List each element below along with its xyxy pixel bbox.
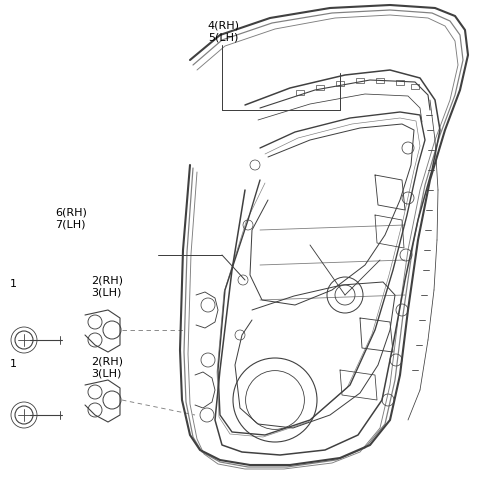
Bar [376,78,384,82]
Text: 1: 1 [10,359,17,369]
Text: 2(RH)
3(LH): 2(RH) 3(LH) [91,356,123,378]
Bar [336,80,344,85]
Text: 2(RH)
3(LH): 2(RH) 3(LH) [91,276,123,298]
Bar [411,83,419,89]
Text: 1: 1 [10,280,17,289]
Text: 4(RH)
5(LH): 4(RH) 5(LH) [207,20,239,42]
Bar [356,78,364,82]
Bar [316,84,324,90]
Text: 6(RH)
7(LH): 6(RH) 7(LH) [55,207,87,229]
Bar [296,90,304,94]
Bar [396,80,404,84]
